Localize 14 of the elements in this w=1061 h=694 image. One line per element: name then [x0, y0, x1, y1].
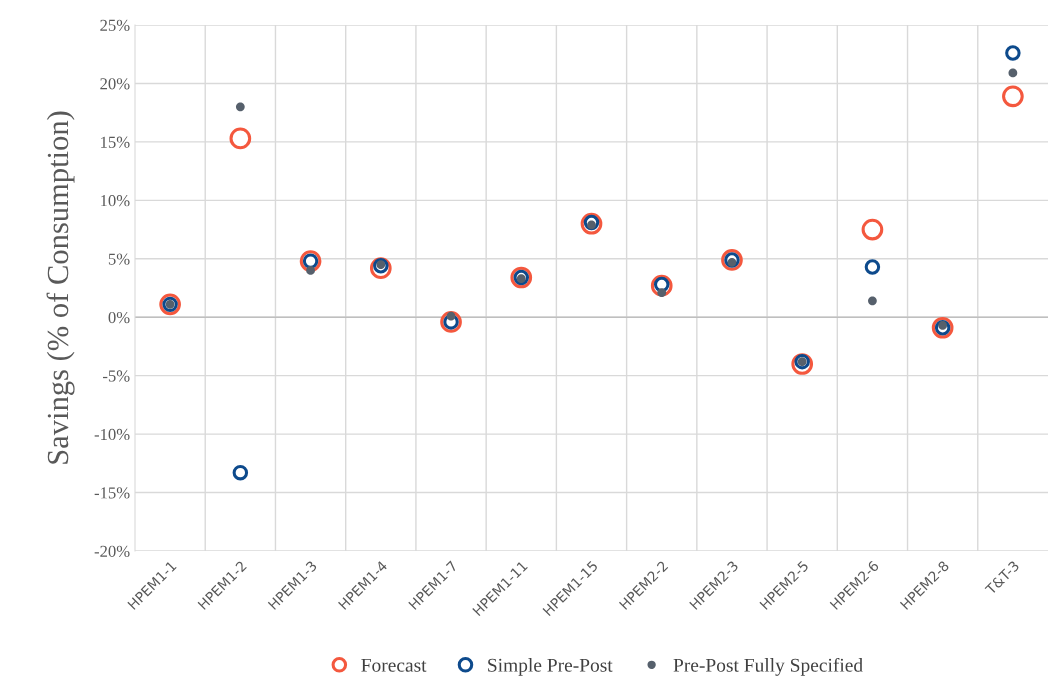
- y-tick-label: -10%: [94, 428, 130, 441]
- y-tick-label: 10%: [101, 195, 130, 207]
- y-tick-label: 5%: [108, 253, 130, 265]
- legend-label: Pre-Post Fully Specified: [673, 657, 863, 676]
- legend-label: Simple Pre-Post: [488, 658, 613, 676]
- y-axis-title: Savings (% of Consumption): [46, 111, 75, 464]
- y-tick-label: 0%: [108, 311, 130, 324]
- y-tick-label: -15%: [94, 487, 130, 499]
- y-tick-label: 25%: [100, 19, 130, 31]
- y-tick-label: -20%: [94, 545, 130, 557]
- y-tick-label: 20%: [100, 78, 130, 90]
- y-tick-label: 15%: [101, 136, 130, 148]
- y-tick-label: -5%: [102, 370, 130, 382]
- legend-label: Forecast: [361, 658, 427, 672]
